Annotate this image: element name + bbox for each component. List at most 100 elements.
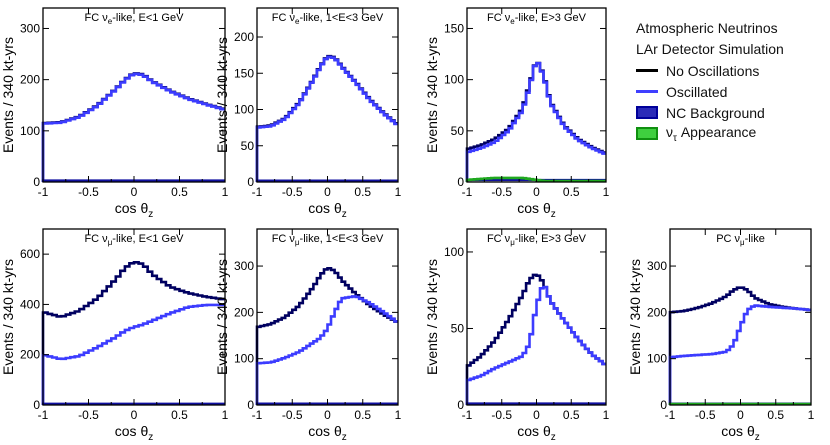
x-tick-label: -1 xyxy=(38,408,49,422)
y-tick-label: 100 xyxy=(20,124,40,138)
plot-frame xyxy=(42,7,226,183)
series-oscillated xyxy=(255,295,398,405)
y-axis-label: Events / 340 kt-yrs xyxy=(214,259,230,375)
x-axis-label: cos θz xyxy=(308,423,346,443)
y-tick-label: 50 xyxy=(241,139,255,153)
series-nc-background xyxy=(465,402,606,405)
series-oscillated xyxy=(255,55,398,182)
series--τ-appearance xyxy=(465,176,606,183)
x-tick-label: -1 xyxy=(252,408,263,422)
x-axis-label: cos θz xyxy=(115,423,153,443)
x-tick-label: 1 xyxy=(808,408,815,422)
x-tick-label: -0.5 xyxy=(695,408,716,422)
series-no-oscillations xyxy=(465,61,606,182)
x-tick-label: 0.5 xyxy=(563,408,580,422)
x-tick-label: 0.5 xyxy=(767,408,784,422)
y-tick-label: 300 xyxy=(20,21,40,35)
x-tick-label: 1 xyxy=(222,408,229,422)
x-tick-label: 0 xyxy=(533,185,540,199)
legend-swatch-no-oscillations xyxy=(636,69,658,72)
x-tick-label: -1 xyxy=(38,185,49,199)
series-oscillated xyxy=(465,62,606,182)
y-tick-label: 200 xyxy=(20,73,40,87)
series-no-oscillations xyxy=(255,54,398,182)
series-nc-background xyxy=(41,402,225,405)
legend: Atmospheric Neutrinos LAr Detector Simul… xyxy=(636,18,826,144)
x-tick-label: 0 xyxy=(737,408,744,422)
x-tick-label: 0.5 xyxy=(354,408,371,422)
panel-3: -1 -0.5 0 0.5 1 0 50 100 150 FC νe-like, E>3 GeV c… xyxy=(424,7,610,220)
legend-swatch-nc-background xyxy=(636,106,658,119)
y-axis-label: Events / 340 kt-yrs xyxy=(0,37,16,153)
y-tick-label: 100 xyxy=(234,103,254,117)
panel-5: -1 -0.5 0 0.5 1 0 100 200 300 FC νμ-like, 1<E<3 G… xyxy=(214,228,402,443)
legend-entry-oscillated: Oscillated xyxy=(636,81,826,102)
y-axis-label: Events / 340 kt-yrs xyxy=(214,37,230,153)
y-tick-label: 150 xyxy=(444,21,464,35)
x-tick-label: 1 xyxy=(222,185,229,199)
y-tick-label: 50 xyxy=(451,321,465,335)
y-tick-label: 100 xyxy=(444,245,464,259)
y-tick-label: 50 xyxy=(451,124,465,138)
legend-label-nutau-appearance: ντ Appearance xyxy=(666,123,757,144)
x-tick-label: -0.5 xyxy=(78,185,99,199)
series--τ-appearance xyxy=(668,402,811,406)
panel-title: FC νe-like, 1<E<3 GeV xyxy=(272,12,384,26)
legend-swatch-oscillated xyxy=(636,90,658,93)
series-no-oscillations xyxy=(41,72,225,182)
series-oscillated xyxy=(41,72,225,182)
y-tick-label: 0 xyxy=(660,398,667,412)
y-tick-label: 200 xyxy=(234,305,254,319)
y-tick-label: 200 xyxy=(20,348,40,362)
y-axis-label: Events / 340 kt-yrs xyxy=(0,259,16,375)
x-tick-label: 1 xyxy=(603,185,610,199)
y-tick-label: 0 xyxy=(457,175,464,189)
x-axis-label: cos θz xyxy=(517,200,555,220)
plot-frame xyxy=(42,228,226,406)
x-tick-label: 1 xyxy=(395,408,402,422)
legend-entry-no-oscillations: No Oscillations xyxy=(636,60,826,81)
panel-2: -1 -0.5 0 0.5 1 0 50 100 150 200 FC νe-like, 1<E<3… xyxy=(214,7,402,220)
series-no-oscillations xyxy=(41,261,225,405)
series-nc-background xyxy=(41,179,225,182)
x-tick-label: -1 xyxy=(462,185,473,199)
series-oscillated xyxy=(465,285,606,405)
x-axis-label: cos θz xyxy=(721,423,759,443)
x-tick-label: 0.5 xyxy=(171,408,188,422)
legend-title-line-2: LAr Detector Simulation xyxy=(636,41,784,57)
x-tick-label: 0 xyxy=(533,408,540,422)
x-tick-label: -0.5 xyxy=(491,185,512,199)
y-tick-label: 200 xyxy=(234,30,254,44)
panel-7: -1 -0.5 0 0.5 1 0 100 200 300 PC νμ-like cos θz Eve… xyxy=(627,228,815,443)
y-tick-label: 0 xyxy=(247,175,254,189)
plot-frame xyxy=(669,228,812,406)
series-no-oscillations xyxy=(668,286,811,405)
x-tick-label: -1 xyxy=(665,408,676,422)
x-tick-label: -0.5 xyxy=(491,408,512,422)
y-axis-label: Events / 340 kt-yrs xyxy=(424,259,440,375)
series-oscillated xyxy=(41,303,225,405)
y-tick-label: 100 xyxy=(647,352,667,366)
panel-6: -1 -0.5 0 0.5 1 0 50 100 FC νμ-like, E>3 GeV cos … xyxy=(424,228,610,443)
x-tick-label: 0.5 xyxy=(563,185,580,199)
x-tick-label: 1 xyxy=(395,185,402,199)
y-axis-label: Events / 340 kt-yrs xyxy=(627,259,643,375)
x-tick-label: 0 xyxy=(131,185,138,199)
plot-frame xyxy=(466,228,607,406)
legend-label-nc-background: NC Background xyxy=(666,104,765,121)
x-tick-label: 0 xyxy=(131,408,138,422)
legend-swatch-nutau-appearance xyxy=(636,127,658,140)
x-tick-label: 1 xyxy=(603,408,610,422)
plot-frame xyxy=(256,7,399,183)
panel-title: FC νμ-like, E<1 GeV xyxy=(84,233,184,247)
x-tick-label: -1 xyxy=(252,185,263,199)
panel-title: FC νe-like, E>3 GeV xyxy=(487,12,587,26)
y-tick-label: 400 xyxy=(20,297,40,311)
series-oscillated xyxy=(668,304,811,405)
y-tick-label: 100 xyxy=(444,73,464,87)
x-tick-label: -1 xyxy=(462,408,473,422)
panel-4: -1 -0.5 0 0.5 1 0 200 400 600 FC νμ-like, E<1 GeV… xyxy=(0,228,229,443)
x-tick-label: 0 xyxy=(324,185,331,199)
x-axis-label: cos θz xyxy=(308,200,346,220)
